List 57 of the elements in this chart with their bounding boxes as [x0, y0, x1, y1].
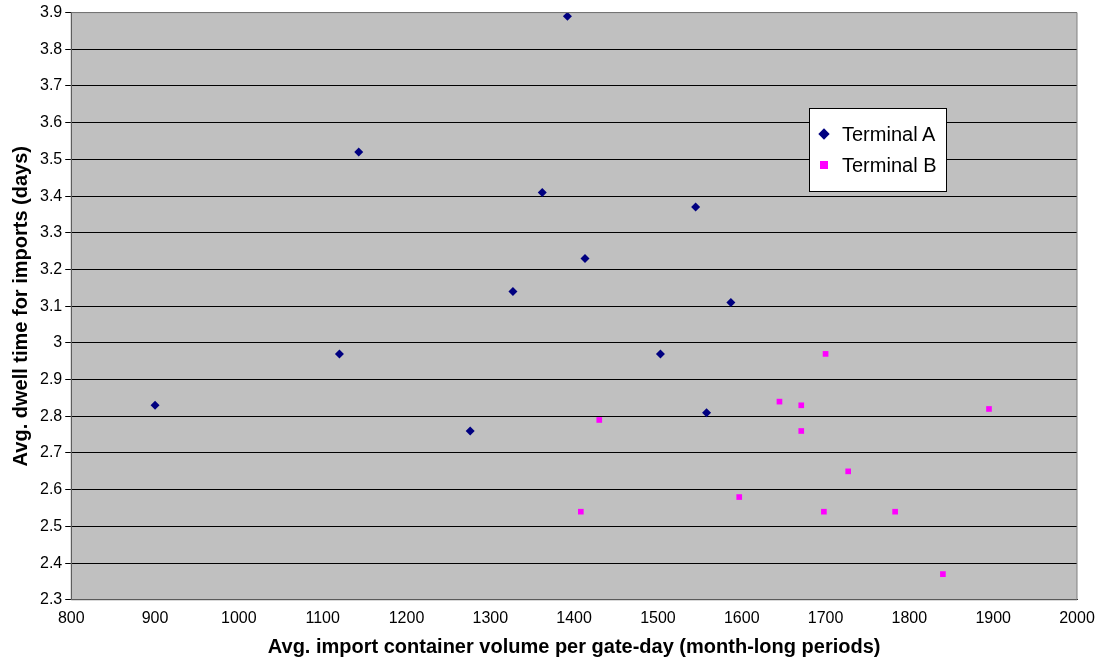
point [508, 287, 518, 297]
x-tick-label: 1100 [305, 608, 340, 626]
point [892, 508, 898, 515]
x-axis-title: Avg. import container volume per gate-day (month-long periods) [267, 634, 881, 657]
point [465, 426, 475, 436]
point [798, 428, 805, 434]
point [580, 253, 590, 263]
point [822, 351, 829, 357]
x-tick-label: 1500 [640, 608, 676, 626]
x-tick-label: 2000 [1059, 608, 1095, 626]
y-tick-label: 3.6 [39, 113, 63, 131]
point [354, 147, 364, 157]
legend-label: Terminal A [842, 122, 936, 146]
point [596, 417, 603, 423]
point [655, 349, 665, 359]
x-tick-label: 1400 [556, 608, 593, 626]
x-tick-label: 1600 [723, 608, 760, 626]
x-tick-label: 800 [57, 608, 85, 626]
point [562, 12, 572, 21]
x-tick-label: 1900 [975, 608, 1012, 626]
point [940, 571, 946, 577]
y-tick-label: 2.5 [39, 516, 63, 534]
y-tick-label: 3.3 [39, 223, 63, 241]
y-tick-label: 2.6 [39, 480, 63, 498]
x-tick-label: 1000 [221, 608, 257, 626]
y-tick-label: 3.4 [39, 186, 63, 204]
y-tick-label: 3.8 [39, 39, 63, 57]
y-tick-label: 2.3 [39, 590, 63, 608]
y-tick-label: 2.9 [39, 370, 63, 388]
point [578, 508, 584, 515]
point [798, 402, 805, 409]
y-tick-label: 3.5 [39, 149, 63, 167]
point [691, 202, 701, 212]
y-tick-label: 2.4 [39, 553, 63, 571]
y-tick-label: 3.9 [39, 3, 63, 21]
point [726, 298, 736, 308]
x-tick-label: 1800 [891, 608, 928, 626]
y-tick-label: 3.2 [39, 259, 63, 277]
x-tick-label: 1700 [807, 608, 844, 626]
point [334, 349, 344, 359]
point [986, 406, 992, 412]
point [150, 400, 160, 410]
y-tick-label: 3.7 [39, 76, 63, 94]
x-tick-label: 900 [141, 608, 169, 626]
point [736, 494, 743, 500]
y-axis-title: Avg. dwell time for imports (days) [8, 145, 31, 467]
x-tick-label: 1300 [472, 608, 509, 626]
point [702, 408, 712, 418]
legend-label: Terminal B [842, 153, 937, 177]
x-tick-label: 1200 [388, 608, 425, 626]
point [845, 468, 852, 475]
y-tick-label: 3 [53, 333, 63, 351]
point [821, 508, 827, 515]
y-tick-label: 2.7 [39, 443, 63, 461]
y-tick-label: 2.8 [39, 406, 63, 424]
point [537, 187, 547, 197]
y-tick-label: 3.1 [39, 296, 63, 314]
